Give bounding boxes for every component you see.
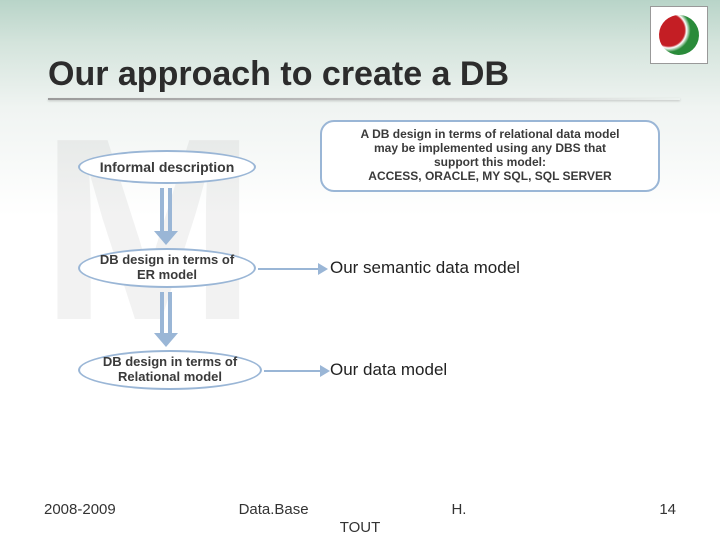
footer-author: H. (451, 501, 466, 518)
label-semantic-model: Our semantic data model (330, 258, 520, 278)
footer-year: 2008-2009 (44, 501, 116, 518)
node-relational-label-1: DB design in terms of (103, 355, 237, 370)
title-underline (48, 98, 680, 100)
title-area: Our approach to create a DB (0, 0, 720, 110)
impl-line-4: ACCESS, ORACLE, MY SQL, SQL SERVER (368, 170, 611, 184)
node-informal-label: Informal description (100, 159, 235, 175)
footer-tout: TOUT (340, 519, 381, 536)
impl-line-3: support this model: (434, 156, 546, 170)
footer-db: Data.Base (239, 501, 309, 518)
page-title: Our approach to create a DB (48, 55, 680, 94)
connector-relational-to-datamodel (264, 370, 320, 372)
node-relational-model: DB design in terms of Relational model (78, 350, 262, 390)
impl-line-1: A DB design in terms of relational data … (361, 128, 620, 142)
footer-page: 14 (659, 501, 676, 518)
node-relational-label-2: Relational model (118, 370, 222, 385)
label-data-model: Our data model (330, 360, 447, 380)
diagram-canvas: Informal description DB design in terms … (0, 110, 720, 490)
node-er-model: DB design in terms of ER model (78, 248, 256, 288)
arrow-informal-to-er (154, 188, 178, 245)
connector-er-to-semantic (258, 268, 318, 270)
node-er-label-2: ER model (137, 268, 197, 283)
arrow-er-to-relational (154, 292, 178, 347)
footer: 2008-2009 Data.Base H. 14 TOUT (0, 501, 720, 518)
node-implementation: A DB design in terms of relational data … (320, 120, 660, 192)
node-er-label-1: DB design in terms of (100, 253, 234, 268)
impl-line-2: may be implemented using any DBS that (374, 142, 606, 156)
node-informal-description: Informal description (78, 150, 256, 184)
